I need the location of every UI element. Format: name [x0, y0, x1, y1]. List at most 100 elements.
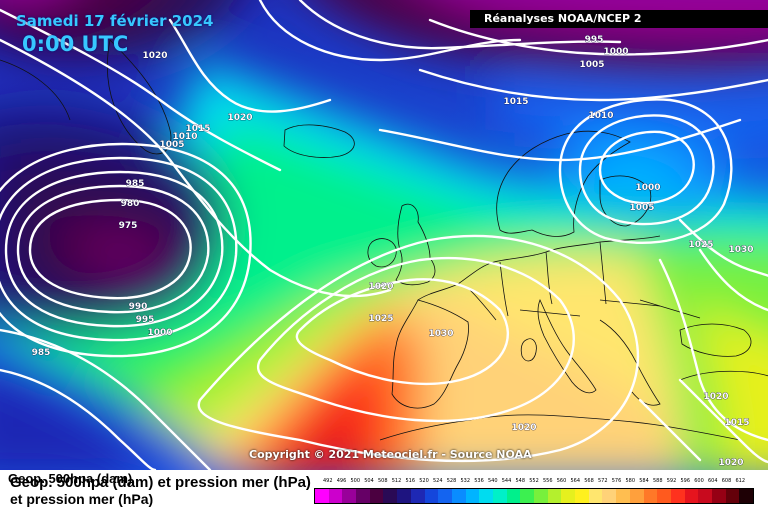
legend-swatch	[438, 489, 452, 503]
isobar-label: 995	[136, 315, 155, 325]
isobar-label: 1000	[635, 183, 660, 193]
legend-tick-label: 560	[556, 478, 567, 484]
coastlines	[0, 39, 768, 441]
legend-swatch	[602, 489, 617, 503]
isobar-label: 1015	[185, 124, 210, 134]
isobars	[0, 0, 768, 470]
footer-line-3: et pression mer (hPa)	[10, 491, 154, 507]
legend-swatch	[725, 489, 740, 503]
legend-tick-label: 608	[721, 478, 732, 484]
footer-line-1: Geop. 500hpa (dam)	[8, 471, 133, 486]
isobar-label: 985	[126, 179, 145, 189]
isobar-label: 1000	[147, 328, 172, 338]
legend-swatch	[534, 489, 548, 503]
legend-swatch	[315, 489, 329, 503]
legend-tick-label: 572	[597, 478, 608, 484]
legend-tick-labels: 492 496 500 504 508 512 516 520 524 528 532 536 540 5…	[314, 478, 754, 488]
isobar-label: 1020	[368, 282, 393, 292]
legend-swatch	[657, 489, 671, 503]
legend-swatch	[547, 489, 562, 503]
isobar-label: 1015	[724, 418, 749, 428]
legend-swatch	[739, 489, 753, 503]
legend-swatch	[451, 489, 466, 503]
footer-line-2: Geop. 500hpa (dam) et pression mer (hPa)	[10, 474, 311, 491]
legend-swatch	[479, 489, 493, 503]
isobar-label: 990	[129, 302, 148, 312]
legend-tick-label: 544	[501, 478, 512, 484]
map-title: Samedi 17 février 2024	[16, 12, 214, 30]
colour-legend: 492 496 500 504 508 512 516 520 524 528 532 536 540 5…	[314, 478, 754, 506]
isobar-label: 1005	[159, 140, 184, 150]
isobar-label: 1010	[172, 132, 197, 142]
legend-tick-label: 604	[707, 478, 718, 484]
legend-tick-label: 552	[529, 478, 539, 484]
map-time: 0:00 UTC	[22, 32, 129, 56]
legend-tick-label: 496	[336, 478, 347, 484]
legend-tick-label: 500	[350, 478, 361, 484]
legend-swatch	[643, 489, 658, 503]
legend-swatch	[670, 489, 685, 503]
legend-swatch	[369, 489, 384, 503]
isobar-label: 1020	[227, 113, 252, 123]
isobar-label: 1020	[718, 458, 743, 468]
isobar-labels: 1020102010151010100598598097599099510009…	[31, 35, 754, 469]
legend-tick-label: 528	[446, 478, 457, 484]
legend-tick-label: 540	[487, 478, 498, 484]
legend-swatch	[616, 489, 630, 503]
legend-tick-label: 548	[515, 478, 526, 484]
legend-tick-label: 492	[322, 478, 333, 484]
legend-tick-label: 588	[652, 478, 663, 484]
legend-swatch	[711, 489, 726, 503]
legend-swatch	[520, 489, 534, 503]
legend-swatch	[397, 489, 411, 503]
isobar-label: 1025	[368, 314, 393, 324]
isobar-label: 1020	[511, 423, 536, 433]
legend-tick-label: 512	[391, 478, 402, 484]
isobar-label: 1010	[588, 111, 613, 121]
legend-tick-label: 568	[584, 478, 594, 484]
legend-swatch	[698, 489, 712, 503]
copyright-notice: Copyright © 2021 Meteociel.fr - Source N…	[249, 448, 532, 461]
legend-swatch	[465, 489, 480, 503]
legend-tick-label: 516	[405, 478, 416, 484]
isobar-label: 1005	[579, 60, 604, 70]
legend-swatch	[356, 489, 370, 503]
legend-tick-label: 580	[625, 478, 636, 484]
legend-swatch	[561, 489, 576, 503]
legend-tick-label: 504	[364, 478, 374, 484]
legend-tick-label: 596	[680, 478, 691, 484]
weather-map: 1020 1020 1015 1010 1005 985 980 975 990 995 1000 9…	[0, 0, 768, 470]
legend-tick-label: 612	[735, 478, 746, 484]
isobar-label: 1030	[728, 245, 753, 255]
isobar-label: 1030	[428, 329, 453, 339]
isobar-label: 975	[119, 221, 138, 231]
isobar-label: 1015	[503, 97, 528, 107]
legend-tick-label: 564	[570, 478, 581, 484]
legend-tick-label: 576	[611, 478, 622, 484]
legend-tick-label: 584	[639, 478, 649, 484]
isobar-label: 1025	[688, 240, 713, 250]
isobar-label: 1020	[142, 51, 167, 61]
legend-swatch	[588, 489, 603, 503]
legend-tick-label: 556	[542, 478, 553, 484]
legend-swatch	[342, 489, 357, 503]
legend-swatch	[629, 489, 644, 503]
legend-tick-label: 592	[666, 478, 677, 484]
legend-swatch	[328, 489, 343, 503]
isobar-label: 985	[32, 348, 51, 358]
legend-tick-label: 536	[474, 478, 484, 484]
legend-swatch	[410, 489, 425, 503]
legend-swatch	[492, 489, 507, 503]
isobar-label: 1000	[603, 47, 628, 57]
isobar-label: 1005	[629, 203, 654, 213]
isobar-label: 1020	[703, 392, 728, 402]
legend-swatch	[575, 489, 589, 503]
isobar-label: 995	[585, 35, 604, 45]
source-label: Réanalyses NOAA/NCEP 2	[470, 10, 768, 28]
geopotential-field: 1020102010151010100598598097599099510009…	[0, 0, 768, 470]
isobar-label: 980	[121, 199, 140, 209]
legend-tick-label: 600	[694, 478, 704, 484]
legend-colour-bar	[314, 488, 754, 504]
legend-swatch	[383, 489, 398, 503]
legend-tick-label: 524	[432, 478, 443, 484]
